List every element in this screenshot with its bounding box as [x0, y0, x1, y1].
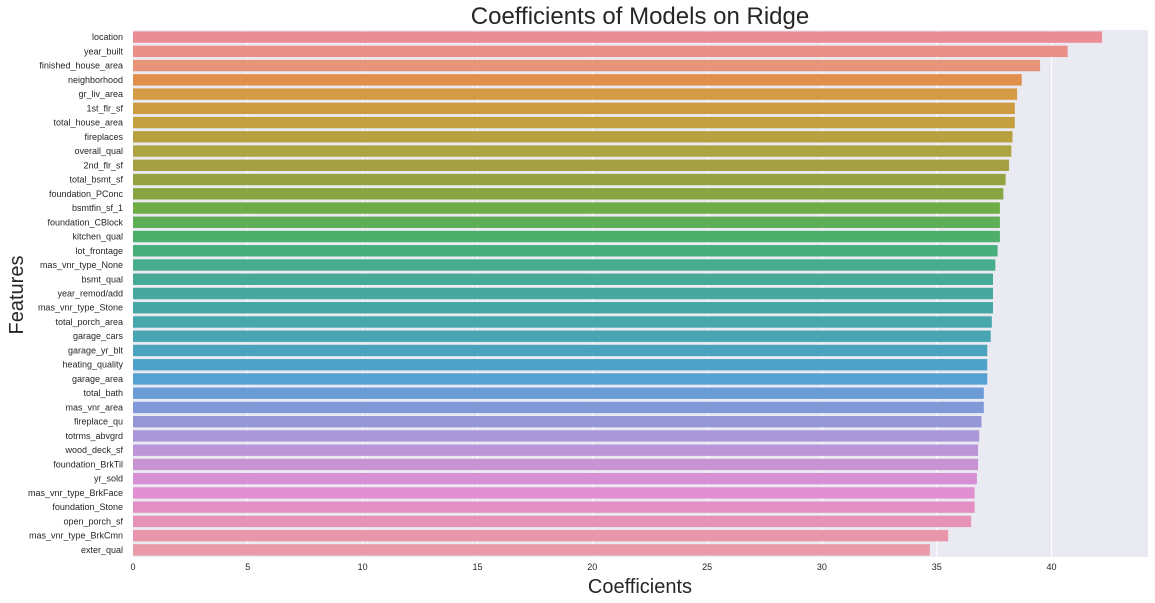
y-tick-label: garage_cars	[73, 331, 124, 341]
bar-foundation-brktil	[133, 458, 979, 471]
y-tick-label: open_porch_sf	[63, 516, 123, 526]
y-tick-label: exter_qual	[81, 545, 123, 555]
bar-foundation-pconc	[133, 188, 1004, 200]
bar-gr-liv-area	[133, 88, 1018, 100]
bar-total-bsmt-sf	[133, 173, 1006, 186]
bar-mas-vnr-type-brkface	[133, 487, 975, 499]
y-tick-label: mas_vnr_type_Stone	[38, 303, 123, 313]
bar-exter-qual	[133, 544, 930, 556]
bar-fireplace-qu	[133, 415, 982, 428]
bar-finished-house-area	[133, 59, 1041, 72]
bar-foundation-stone	[133, 501, 975, 513]
bar-mas-vnr-type-none	[133, 259, 996, 271]
x-tick-label: 40	[1047, 562, 1057, 572]
bars	[133, 31, 1103, 556]
y-tick-label: mas_vnr_type_None	[40, 260, 123, 270]
chart-title: Coefficients of Models on Ridge	[471, 3, 809, 30]
y-axis-label: Features	[6, 256, 28, 335]
bar-year-built	[133, 45, 1068, 58]
y-tick-label: heating_quality	[62, 360, 123, 370]
y-tick-label: finished_house_area	[39, 61, 123, 71]
y-tick-label: total_porch_area	[55, 317, 123, 327]
y-tick-label: total_bsmt_sf	[69, 175, 123, 185]
bar-total-house-area	[133, 116, 1015, 129]
x-axis-label: Coefficients	[588, 576, 692, 598]
y-tick-label: overall_qual	[74, 146, 123, 156]
y-tick-label: fireplace_qu	[74, 417, 123, 427]
x-tick-label: 30	[817, 562, 827, 572]
bar-kitchen-qual	[133, 230, 1000, 243]
y-tick-label: bsmt_qual	[81, 274, 123, 284]
bar-location	[133, 31, 1103, 43]
bar-neighborhood	[133, 74, 1022, 86]
y-tick-label: totrms_abvgrd	[65, 431, 123, 441]
bar-totrms-abvgrd	[133, 430, 980, 442]
bar-fireplaces	[133, 131, 1013, 143]
bar-total-porch-area	[133, 316, 992, 328]
y-tick-label: total_bath	[83, 388, 123, 398]
x-tick-label: 25	[702, 562, 712, 572]
y-tick-label: foundation_Stone	[52, 502, 123, 512]
y-tick-label: neighborhood	[68, 75, 123, 85]
bar-total-bath	[133, 387, 984, 399]
y-tick-label: kitchen_qual	[72, 232, 123, 242]
bar-garage-cars	[133, 330, 991, 342]
x-tick-label: 0	[130, 562, 135, 572]
bar-year-remod-add	[133, 287, 993, 300]
y-tick-label: 2nd_flr_sf	[83, 160, 123, 170]
y-tick-label: foundation_BrkTil	[53, 459, 123, 469]
bar-bsmt-qual	[133, 273, 993, 285]
bar-1st-flr-sf	[133, 102, 1015, 115]
bar-lot-frontage	[133, 245, 998, 257]
x-tick-label: 5	[245, 562, 250, 572]
bar-open-porch-sf	[133, 515, 972, 528]
y-tick-label: mas_vnr_area	[65, 402, 123, 412]
x-tick-labels: 0 5 10 15 20 25 30 35 40	[130, 562, 1056, 572]
bar-garage-area	[133, 373, 988, 385]
y-tick-label: wood_deck_sf	[64, 445, 123, 455]
x-tick-label: 35	[932, 562, 942, 572]
bar-mas-vnr-area	[133, 401, 984, 414]
y-tick-label: 1st_flr_sf	[86, 103, 123, 113]
y-tick-label: garage_yr_blt	[68, 345, 124, 355]
y-tick-label: yr_sold	[94, 474, 123, 484]
bar-bsmtfin-sf-1	[133, 202, 1000, 214]
bar-2nd-flr-sf	[133, 159, 1010, 172]
bar-heating-quality	[133, 359, 988, 371]
bar-wood-deck-sf	[133, 444, 979, 456]
y-tick-label: location	[92, 32, 123, 42]
y-tick-label: fireplaces	[84, 132, 123, 142]
x-tick-label: 10	[358, 562, 368, 572]
y-tick-label: year_built	[84, 46, 124, 56]
bar-overall-qual	[133, 145, 1012, 157]
y-tick-label: year_remod/add	[57, 289, 123, 299]
y-tick-label: lot_frontage	[75, 246, 123, 256]
bar-foundation-cblock	[133, 216, 1000, 228]
y-tick-label: mas_vnr_type_BrkCmn	[29, 531, 123, 541]
y-tick-label: total_house_area	[53, 118, 123, 128]
y-tick-label: garage_area	[72, 374, 123, 384]
bar-yr-sold	[133, 472, 977, 485]
y-tick-label: foundation_PConc	[49, 189, 124, 199]
bar-garage-yr-blt	[133, 344, 988, 357]
bar-mas-vnr-type-stone	[133, 302, 993, 314]
bar-mas-vnr-type-brkcmn	[133, 529, 949, 542]
y-tick-label: foundation_CBlock	[47, 217, 123, 227]
x-tick-label: 20	[587, 562, 597, 572]
y-tick-labels: location year_built finished_house_areanei…	[28, 32, 124, 555]
y-tick-label: gr_liv_area	[78, 89, 123, 99]
y-tick-label: bsmtfin_sf_1	[72, 203, 123, 213]
y-tick-label: mas_vnr_type_BrkFace	[28, 488, 123, 498]
x-tick-label: 15	[472, 562, 482, 572]
